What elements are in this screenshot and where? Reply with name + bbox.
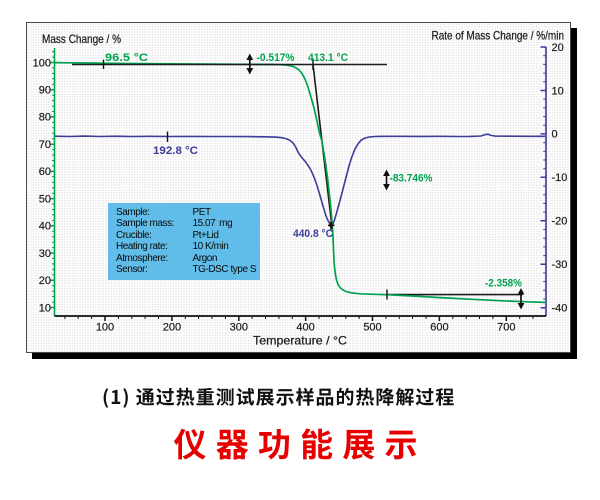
svg-text:80: 80 — [39, 112, 51, 124]
svg-text:Rate of Mass Change / %/min: Rate of Mass Change / %/min — [432, 29, 565, 43]
svg-text:500: 500 — [363, 322, 381, 334]
svg-text:-0.517%: -0.517% — [257, 52, 295, 64]
svg-text:20: 20 — [39, 275, 51, 287]
svg-text:70: 70 — [39, 139, 51, 151]
svg-text:50: 50 — [39, 193, 51, 205]
svg-text:Mass Change / %: Mass Change / % — [42, 32, 121, 46]
svg-text:10: 10 — [39, 302, 51, 314]
svg-text:-83.746%: -83.746% — [390, 173, 433, 185]
svg-text:600: 600 — [430, 322, 448, 334]
svg-text:200: 200 — [163, 322, 181, 334]
svg-text:-30: -30 — [552, 259, 568, 271]
svg-text:440.8 °C: 440.8 °C — [293, 228, 333, 240]
svg-text:700: 700 — [497, 322, 515, 334]
svg-text:413.1 °C: 413.1 °C — [308, 52, 348, 64]
svg-text:90: 90 — [39, 85, 51, 97]
svg-text:100: 100 — [33, 57, 51, 69]
svg-text:0: 0 — [552, 129, 558, 141]
svg-text:-2.358%: -2.358% — [485, 278, 522, 290]
svg-text:96.5 °C: 96.5 °C — [105, 52, 148, 64]
svg-text:30: 30 — [39, 248, 51, 260]
svg-text:100: 100 — [96, 322, 114, 334]
svg-text:192.8 °C: 192.8 °C — [153, 145, 198, 157]
svg-text:10: 10 — [552, 85, 564, 97]
svg-text:300: 300 — [230, 322, 248, 334]
svg-text:-10: -10 — [552, 172, 568, 184]
svg-text:400: 400 — [296, 322, 314, 334]
svg-text:-20: -20 — [552, 216, 568, 228]
svg-text:Temperature / °C: Temperature / °C — [253, 334, 347, 348]
svg-text:60: 60 — [39, 166, 51, 178]
svg-text:-40: -40 — [552, 303, 568, 315]
svg-text:20: 20 — [552, 42, 564, 54]
svg-text:40: 40 — [39, 221, 51, 233]
